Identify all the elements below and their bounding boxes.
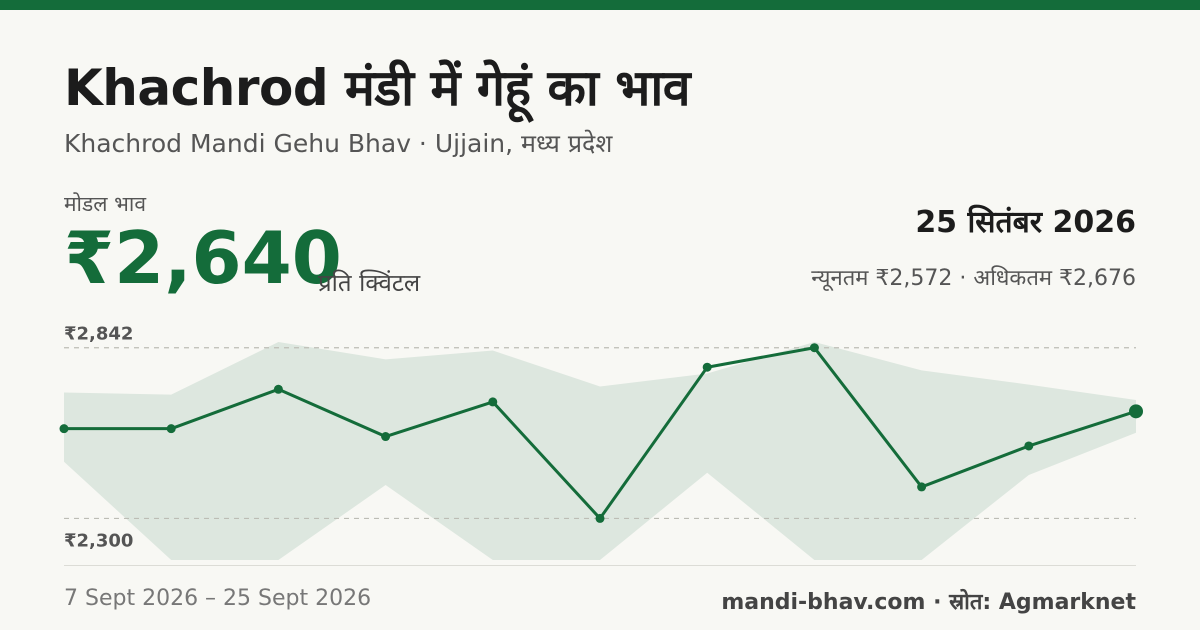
top-accent-bar bbox=[0, 0, 1200, 10]
data-point bbox=[1024, 441, 1034, 451]
data-point bbox=[59, 424, 69, 434]
min-max-range-band bbox=[64, 342, 1136, 560]
data-point bbox=[917, 482, 927, 492]
data-point bbox=[166, 424, 176, 434]
y-tick-label-lower: ₹2,300 bbox=[64, 530, 133, 551]
data-point bbox=[273, 384, 283, 394]
data-point bbox=[809, 343, 819, 353]
modal-price-label: मोडल भाव bbox=[64, 192, 147, 216]
data-point bbox=[702, 362, 712, 372]
footer-divider bbox=[64, 565, 1136, 566]
price-unit: प्रति क्विंटल bbox=[318, 269, 421, 297]
data-point bbox=[595, 513, 605, 523]
price-trend-chart: ₹2,842 ₹2,300 bbox=[59, 324, 1143, 560]
data-points bbox=[59, 343, 1143, 523]
min-max-prices: न्यूनतम ₹2,572 · अधिकतम ₹2,676 bbox=[811, 266, 1136, 291]
source-credit: mandi-bhav.com · स्रोत: Agmarknet bbox=[721, 590, 1136, 615]
data-point bbox=[488, 397, 498, 407]
page-title: Khachrod मंडी में गेहूं का भाव bbox=[64, 59, 691, 117]
date-range: 7 Sept 2026 – 25 Sept 2026 bbox=[64, 586, 372, 611]
y-tick-label-upper: ₹2,842 bbox=[64, 324, 133, 345]
report-date: 25 सितंबर 2026 bbox=[915, 205, 1136, 240]
latest-data-point bbox=[1129, 404, 1143, 419]
page-subtitle: Khachrod Mandi Gehu Bhav · Ujjain, मध्य … bbox=[64, 129, 613, 158]
data-point bbox=[381, 432, 391, 442]
modal-price-value: ₹2,640 bbox=[64, 216, 342, 300]
